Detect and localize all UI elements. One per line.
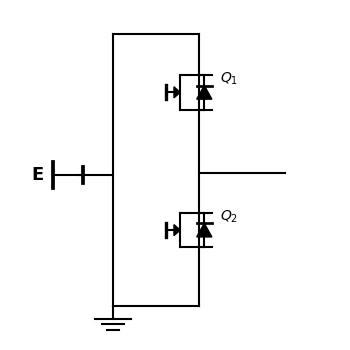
Polygon shape [197,223,212,237]
Text: $Q_1$: $Q_1$ [220,70,239,87]
Polygon shape [197,85,212,99]
Polygon shape [174,87,180,98]
Text: $Q_2$: $Q_2$ [220,208,239,225]
Polygon shape [174,225,180,236]
Text: E: E [31,166,43,184]
